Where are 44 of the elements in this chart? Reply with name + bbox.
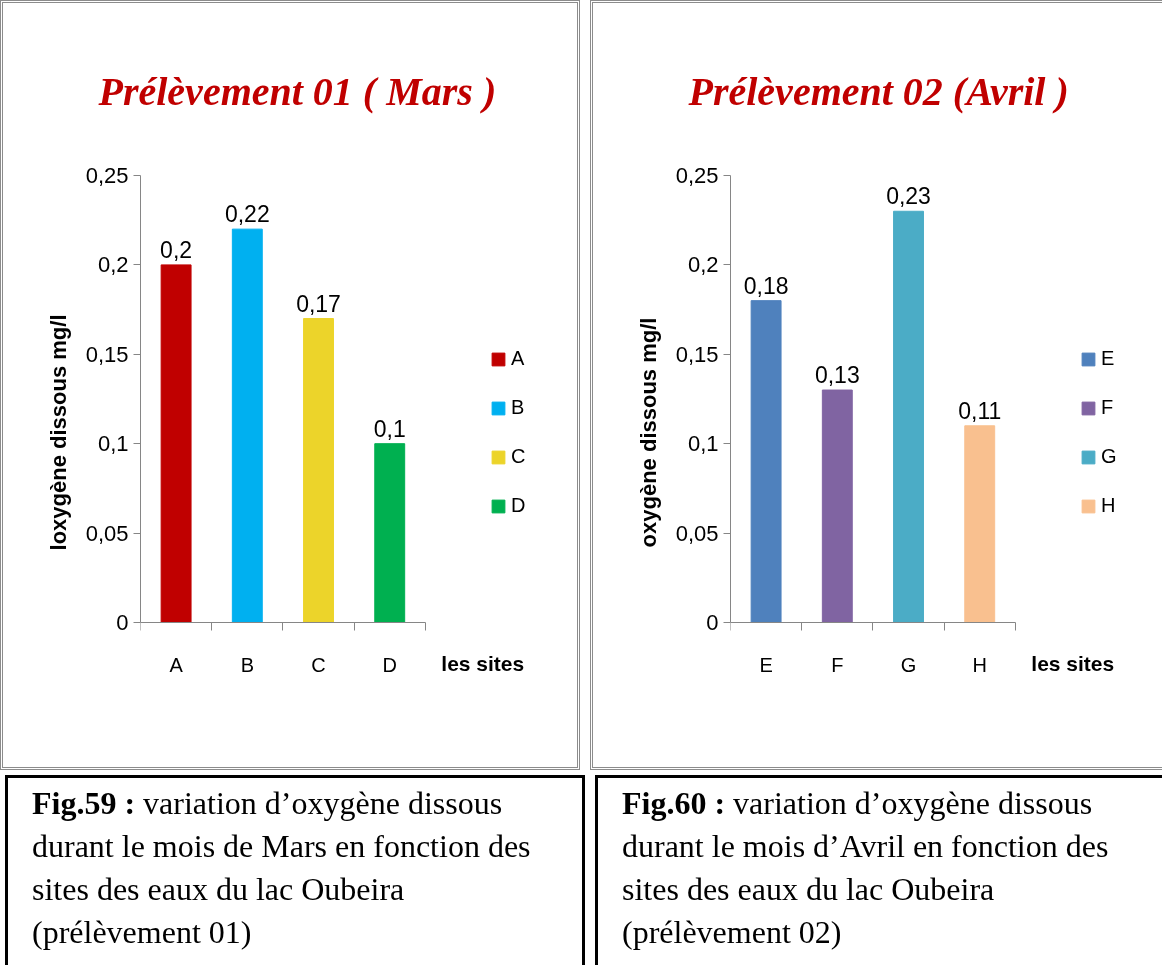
legend-label: C (511, 445, 527, 468)
data-label: 0,2 (160, 236, 193, 263)
data-label: 0,23 (886, 183, 931, 210)
x-axis-title: les sites (441, 651, 525, 675)
caption: Fig.59 : (32, 785, 136, 821)
legend-label: F (1101, 396, 1115, 419)
y-tick-label: 0,1 (687, 431, 719, 457)
caption: Fig.60 : (622, 785, 726, 821)
legend-label: D (511, 494, 527, 517)
legend-label: A (511, 347, 526, 370)
y-tick-label: 0 (116, 609, 129, 635)
data-label: 0,22 (224, 201, 270, 228)
y-tick-label: 0,25 (85, 163, 129, 188)
y-tick-label: 0,1 (97, 431, 129, 457)
chart-title: Prélèvement 01 ( Mars ) (97, 68, 497, 114)
y-tick-label: 0,15 (675, 341, 719, 367)
y-tick-label: 0,2 (687, 252, 719, 278)
y-tick-label: 0,15 (85, 341, 129, 367)
y-axis-title: loxygène dissous mg/l (45, 314, 71, 551)
legend-label: E (1101, 347, 1116, 370)
data-label: 0,18 (743, 272, 789, 299)
x-tick-label: B (240, 654, 254, 677)
x-axis-title: les sites (1031, 651, 1115, 675)
chart-title: Prélèvement 02 (Avril ) (687, 68, 1069, 114)
y-tick-label: 0,05 (675, 520, 719, 546)
y-tick-label: 0,25 (675, 163, 719, 188)
x-tick-label: F (831, 654, 844, 677)
data-label: 0,1 (373, 415, 406, 442)
x-tick-label: D (382, 654, 397, 677)
data-label: 0,13 (814, 362, 860, 389)
data-label: 0,11 (958, 397, 1002, 424)
y-axis-title: oxygène dissous mg/l (635, 317, 661, 548)
data-label: 0,17 (296, 290, 341, 317)
x-tick-label: C (311, 654, 326, 677)
x-tick-label: H (972, 654, 987, 677)
legend-label: G (1101, 445, 1118, 468)
x-tick-label: G (900, 654, 917, 677)
y-tick-label: 0 (706, 609, 719, 635)
x-tick-label: A (169, 654, 184, 677)
y-tick-label: 0,2 (97, 252, 129, 278)
x-tick-label: E (759, 654, 773, 677)
legend-label: H (1101, 494, 1117, 517)
legend-label: B (511, 396, 526, 419)
y-tick-label: 0,05 (85, 520, 129, 546)
